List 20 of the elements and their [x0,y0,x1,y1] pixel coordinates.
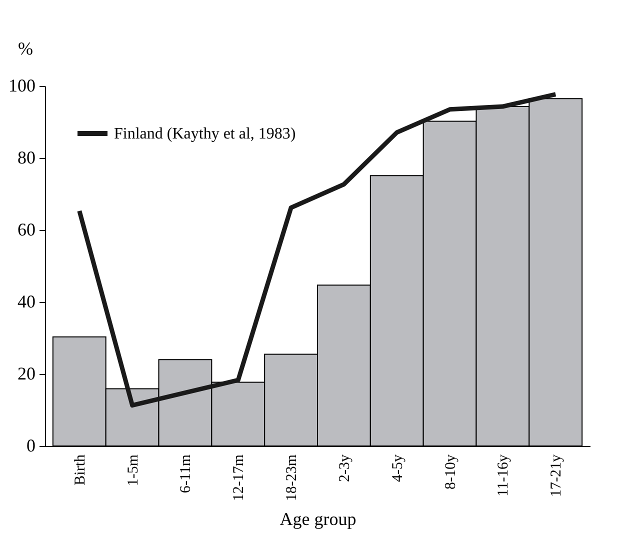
y-axis-title: % [18,38,33,58]
line-series [77,92,558,408]
x-tick-label: 6-11m [178,454,194,494]
legend-label: Finland (Kaythy et al, 1983) [114,126,296,142]
x-tick-label: 8-10y [442,454,459,490]
x-tick-label: 18-23m [284,454,300,502]
y-tick-label: 100 [8,76,36,96]
x-tick-label: 17-21y [548,454,565,497]
y-tick-label: 40 [18,292,36,312]
y-tick-label: 20 [18,364,36,384]
x-tick-label: 12-17m [231,454,248,502]
x-tick-label: 4-5y [390,454,406,482]
x-tick-label: Birth [72,454,88,486]
x-tick-label: 11-16y [496,454,512,496]
x-tick-label: 1-5m [125,454,142,486]
y-tick-label: 80 [18,148,36,168]
y-tick-label: 60 [18,220,36,240]
y-tick-label: 0 [26,436,36,456]
x-axis-title: Age group [280,509,356,530]
x-tick-label: 2-3y [336,454,353,482]
